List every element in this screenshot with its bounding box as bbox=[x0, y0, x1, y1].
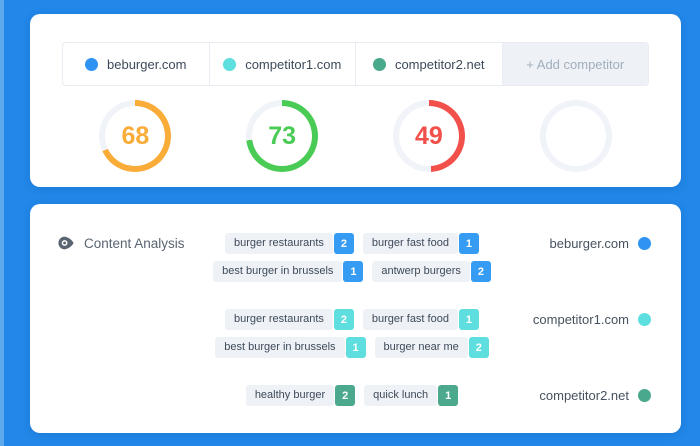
keyword-tag-line: best burger in brussels 1 antwerp burger… bbox=[213, 261, 491, 282]
keyword-tag[interactable]: burger fast food 1 bbox=[362, 309, 479, 330]
keyword-tag-label: burger near me bbox=[374, 337, 468, 358]
score-value: 73 bbox=[268, 121, 297, 150]
keyword-tag-line: best burger in brussels 1 burger near me… bbox=[215, 337, 489, 358]
section-title: Content Analysis bbox=[84, 235, 185, 251]
keyword-tag-line: healthy burger 2 quick lunch 1 bbox=[245, 385, 459, 406]
keyword-tag[interactable]: best burger in brussels 1 bbox=[213, 261, 364, 282]
keyword-group-beburger: Content Analysis burger restaurants 2 bu… bbox=[58, 233, 651, 282]
keyword-tag-label: quick lunch bbox=[364, 385, 438, 406]
keyword-tag-label: best burger in brussels bbox=[213, 261, 343, 282]
keyword-tag-label: antwerp burgers bbox=[372, 261, 470, 282]
site-color-dot bbox=[372, 57, 386, 71]
keyword-tag[interactable]: healthy burger 2 bbox=[245, 385, 356, 406]
site-color-dot bbox=[223, 57, 237, 71]
score-value: 49 bbox=[414, 121, 443, 150]
keyword-tag[interactable]: burger fast food 1 bbox=[362, 233, 479, 254]
content-analysis-icon bbox=[58, 236, 74, 250]
keyword-tag-count: 1 bbox=[438, 385, 459, 406]
tab-competitor2[interactable]: competitor2.net bbox=[356, 43, 503, 85]
keyword-tag-label: burger restaurants bbox=[225, 233, 333, 254]
keyword-tag[interactable]: burger restaurants 2 bbox=[225, 309, 354, 330]
content-analysis-card: Content Analysis burger restaurants 2 bu… bbox=[30, 204, 681, 433]
site-label: competitor2.net bbox=[539, 387, 629, 403]
competitor-tabs: beburger.com competitor1.com competitor2… bbox=[62, 42, 649, 86]
keyword-group-competitor2: healthy burger 2 quick lunch 1 competito… bbox=[58, 385, 651, 406]
score-gauge-beburger: 68 bbox=[99, 100, 172, 172]
keyword-group-competitor1: burger restaurants 2 burger fast food 1 … bbox=[58, 309, 651, 358]
tab-label: beburger.com bbox=[107, 56, 187, 72]
score-gauge-competitor2: 49 bbox=[392, 100, 465, 172]
tab-label: competitor2.net bbox=[394, 56, 485, 72]
keyword-tag-label: burger restaurants bbox=[225, 309, 333, 330]
keyword-tag-count: 2 bbox=[470, 261, 491, 282]
tab-competitor1[interactable]: competitor1.com bbox=[210, 43, 356, 85]
keyword-tag-line: burger restaurants 2 burger fast food 1 bbox=[225, 309, 479, 330]
keyword-tag-count: 2 bbox=[468, 337, 489, 358]
site-label: competitor1.com bbox=[532, 311, 629, 327]
keyword-tag-count: 2 bbox=[333, 233, 354, 254]
add-competitor-button[interactable]: + Add competitor bbox=[502, 43, 648, 85]
site-color-dot bbox=[638, 236, 651, 250]
keyword-tag[interactable]: antwerp burgers 2 bbox=[372, 261, 491, 282]
window-edge-highlight bbox=[0, 0, 4, 446]
keyword-tag-label: burger fast food bbox=[362, 233, 458, 254]
keyword-tag-count: 1 bbox=[458, 309, 479, 330]
keyword-tag[interactable]: best burger in brussels 1 bbox=[215, 337, 366, 358]
site-label: beburger.com bbox=[549, 235, 630, 251]
keyword-tag-count: 1 bbox=[458, 233, 479, 254]
section-header: Content Analysis bbox=[58, 233, 208, 253]
keyword-tag-count: 2 bbox=[333, 309, 354, 330]
site-color-dot bbox=[638, 388, 651, 402]
keyword-tag[interactable]: burger restaurants 2 bbox=[225, 233, 354, 254]
keyword-tag-count: 2 bbox=[335, 385, 356, 406]
site-color-dot bbox=[638, 312, 651, 326]
score-gauge-empty bbox=[539, 100, 612, 172]
keyword-tag[interactable]: burger near me 2 bbox=[374, 337, 489, 358]
score-value: 68 bbox=[121, 121, 150, 150]
keyword-tag-label: healthy burger bbox=[245, 385, 335, 406]
keyword-tag-count: 1 bbox=[345, 337, 366, 358]
competitors-score-card: beburger.com competitor1.com competitor2… bbox=[30, 14, 681, 187]
site-color-dot bbox=[85, 57, 98, 71]
tab-label: competitor1.com bbox=[245, 56, 342, 72]
keyword-tag-label: burger fast food bbox=[362, 309, 458, 330]
score-gauge-competitor1: 73 bbox=[246, 100, 319, 172]
tab-beburger[interactable]: beburger.com bbox=[63, 43, 210, 85]
keyword-tag[interactable]: quick lunch 1 bbox=[364, 385, 459, 406]
keyword-tag-label: best burger in brussels bbox=[215, 337, 345, 358]
keyword-tag-line: burger restaurants 2 burger fast food 1 bbox=[225, 233, 479, 254]
add-competitor-label: + Add competitor bbox=[526, 56, 625, 72]
score-gauges-row: 68 73 49 bbox=[30, 100, 681, 172]
keyword-tag-count: 1 bbox=[343, 261, 364, 282]
